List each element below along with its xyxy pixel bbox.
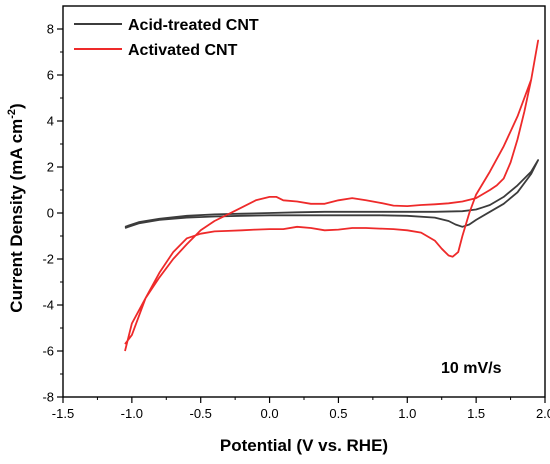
x-axis-ticks: -1.5 -1.0 -0.5 0.0 0.5 1.0 1.5 2.0: [52, 397, 550, 421]
y-axis-title: Current Density (mA cm-2): [6, 103, 26, 312]
legend: Acid-treated CNT Activated CNT: [74, 17, 259, 59]
x-tick-label: 1.0: [398, 406, 416, 421]
series-line-acid-treated-cnt: [124, 159, 539, 229]
y-tick-label: -6: [42, 344, 54, 359]
x-tick-label: 1.5: [467, 406, 485, 421]
x-tick-label: -0.5: [190, 406, 212, 421]
y-axis-title-main: Current Density (mA cm: [7, 119, 26, 313]
scan-rate-annotation: 10 mV/s: [441, 360, 502, 377]
y-axis-title-close: ): [7, 103, 26, 109]
y-tick-label: 6: [47, 68, 54, 83]
y-tick-label: -8: [42, 390, 54, 405]
y-tick-label: -4: [42, 298, 54, 313]
y-axis-title-sup: -2: [6, 109, 18, 119]
y-tick-label: 0: [47, 206, 54, 221]
x-tick-label: 2.0: [536, 406, 550, 421]
legend-label-acid-treated: Acid-treated CNT: [128, 17, 259, 34]
x-tick-label: 0.0: [261, 406, 279, 421]
series-layer: [124, 39, 539, 352]
y-tick-label: 8: [47, 22, 54, 37]
y-axis-ticks: -8 -6 -4 -2 0 2 4 6 8: [42, 22, 63, 405]
x-tick-label: -1.0: [121, 406, 143, 421]
x-tick-label: 0.5: [329, 406, 347, 421]
y-tick-label: -2: [42, 252, 54, 267]
x-axis-title: Potential (V vs. RHE): [220, 436, 388, 455]
y-tick-label: 4: [47, 114, 54, 129]
series-line-activated-cnt: [124, 39, 539, 352]
y-tick-label: 2: [47, 160, 54, 175]
legend-label-activated: Activated CNT: [128, 42, 238, 59]
x-tick-label: -1.5: [52, 406, 74, 421]
